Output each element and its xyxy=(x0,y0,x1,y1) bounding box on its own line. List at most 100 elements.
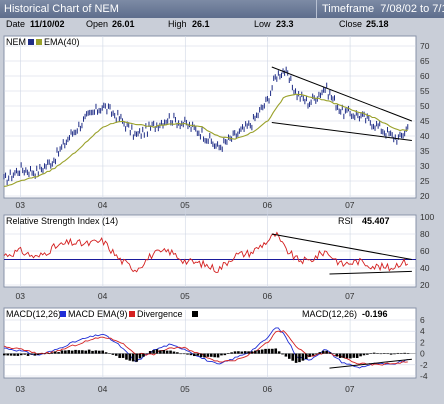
price-legend-ema-swatch xyxy=(36,39,42,45)
trendline xyxy=(329,358,412,369)
divergence-bar xyxy=(355,353,359,359)
divergence-bar xyxy=(152,350,155,354)
macd-line xyxy=(3,327,408,369)
divergence-bar xyxy=(379,353,383,355)
trendline xyxy=(271,122,412,141)
divergence-bar xyxy=(288,353,291,359)
rsi-readout-label: RSI xyxy=(338,216,353,226)
divergence-bar xyxy=(291,353,294,361)
y-tick-label: 6 xyxy=(420,315,425,325)
divergence-bar xyxy=(118,353,121,358)
divergence-bar xyxy=(243,351,247,354)
divergence-bar xyxy=(60,350,64,354)
divergence-bar xyxy=(328,352,332,354)
divergence-bar xyxy=(376,353,379,354)
x-tick-label: 03 xyxy=(15,384,25,394)
divergence-bar xyxy=(396,352,400,354)
divergence-bar xyxy=(57,352,60,354)
divergence-bar xyxy=(142,353,145,357)
divergence-bar xyxy=(179,353,183,355)
divergence-bar xyxy=(182,353,186,355)
divergence-bar xyxy=(233,351,237,354)
divergence-bar xyxy=(199,353,203,358)
divergence-bar xyxy=(315,353,318,355)
price-legend-ema: EMA(40) xyxy=(44,37,80,47)
x-tick-label: 07 xyxy=(345,384,355,394)
divergence-bar xyxy=(206,353,210,357)
divergence-bar xyxy=(67,350,71,354)
divergence-bar xyxy=(74,349,77,354)
x-tick-label: 04 xyxy=(98,200,108,210)
divergence-bar xyxy=(135,353,138,362)
rsi-panel: 20 40 60 80 100 03 04 05 06 07 xyxy=(3,207,434,301)
macd-legend-divergence-swatch xyxy=(192,311,198,317)
divergence-bar xyxy=(193,353,196,357)
price-panel: 20 25 30 35 40 45 50 55 60 65 70 03 04 05 06 07 xyxy=(3,36,430,210)
divergence-bar xyxy=(87,349,91,354)
divergence-bar xyxy=(298,353,301,363)
low-label: Low xyxy=(254,19,271,29)
x-tick-label: 06 xyxy=(263,384,273,394)
y-tick-label: 70 xyxy=(420,41,430,51)
divergence-bar xyxy=(77,350,81,354)
high-label: High xyxy=(168,19,187,29)
x-tick-label: 03 xyxy=(15,200,25,210)
divergence-bar xyxy=(98,350,101,354)
divergence-bar xyxy=(165,350,169,354)
divergence-bar xyxy=(277,351,281,354)
divergence-bar xyxy=(13,353,16,356)
x-tick-label: 05 xyxy=(180,200,190,210)
y-tick-label: 100 xyxy=(420,212,434,222)
divergence-bar xyxy=(159,350,162,354)
divergence-bar xyxy=(196,353,199,356)
divergence-bar xyxy=(70,350,74,354)
divergence-bar xyxy=(223,353,227,356)
x-tick-label: 07 xyxy=(345,200,355,210)
divergence-bar xyxy=(271,348,274,354)
divergence-bar xyxy=(9,353,13,356)
x-tick-label: 04 xyxy=(98,291,108,301)
divergence-bar xyxy=(220,353,223,356)
divergence-bar xyxy=(247,351,250,354)
price-legend-nem-swatch xyxy=(28,39,34,45)
macd-legend-macd-swatch xyxy=(60,311,66,317)
divergence-bar xyxy=(131,353,135,362)
divergence-bar xyxy=(308,353,311,357)
timeframe-label: Timeframe xyxy=(322,3,375,15)
divergence-bar xyxy=(274,348,278,354)
low-value: 23.3 xyxy=(276,19,294,29)
macd-readout-label: MACD(12,26) xyxy=(302,309,357,319)
timeframe[interactable]: Timeframe 7/08/02 to 7/11/ xyxy=(322,3,444,15)
date-value: 11/10/02 xyxy=(30,19,65,29)
macd-readout-value: -0.196 xyxy=(362,309,388,319)
y-tick-label: 25 xyxy=(420,176,430,186)
divergence-bar xyxy=(237,351,240,354)
macd-panel: -4-20 246 03 04 05 06 07 xyxy=(3,310,428,394)
rsi-legend: Relative Strength Index (14) xyxy=(6,216,118,226)
stock-chart: Date 11/10/02 Open 26.01 High 26.1 Low 2… xyxy=(3,19,434,394)
divergence-bar xyxy=(176,352,179,354)
divergence-bar xyxy=(406,353,410,354)
divergence-bar xyxy=(366,353,369,355)
divergence-bar xyxy=(43,353,47,355)
y-tick-label: 80 xyxy=(420,229,430,239)
divergence-bar xyxy=(91,350,94,354)
price-panel-frame xyxy=(3,35,417,199)
divergence-bar xyxy=(284,353,288,357)
divergence-bar xyxy=(30,353,33,355)
divergence-bar xyxy=(121,353,125,358)
x-tick-label: 06 xyxy=(263,291,273,301)
x-tick-label: 07 xyxy=(345,291,355,301)
ema-line xyxy=(3,93,408,187)
x-tick-label: 04 xyxy=(98,384,108,394)
divergence-bar xyxy=(148,351,152,354)
divergence-bar xyxy=(81,350,84,354)
macd-legend-ema-swatch xyxy=(129,311,135,317)
x-tick-label: 06 xyxy=(263,200,273,210)
macd-legend-divergence: Divergence xyxy=(137,309,183,319)
divergence-bar xyxy=(6,353,9,356)
divergence-bar xyxy=(301,353,305,361)
divergence-bar xyxy=(26,353,30,356)
y-tick-label: 35 xyxy=(420,146,430,156)
y-tick-label: 60 xyxy=(420,246,430,256)
